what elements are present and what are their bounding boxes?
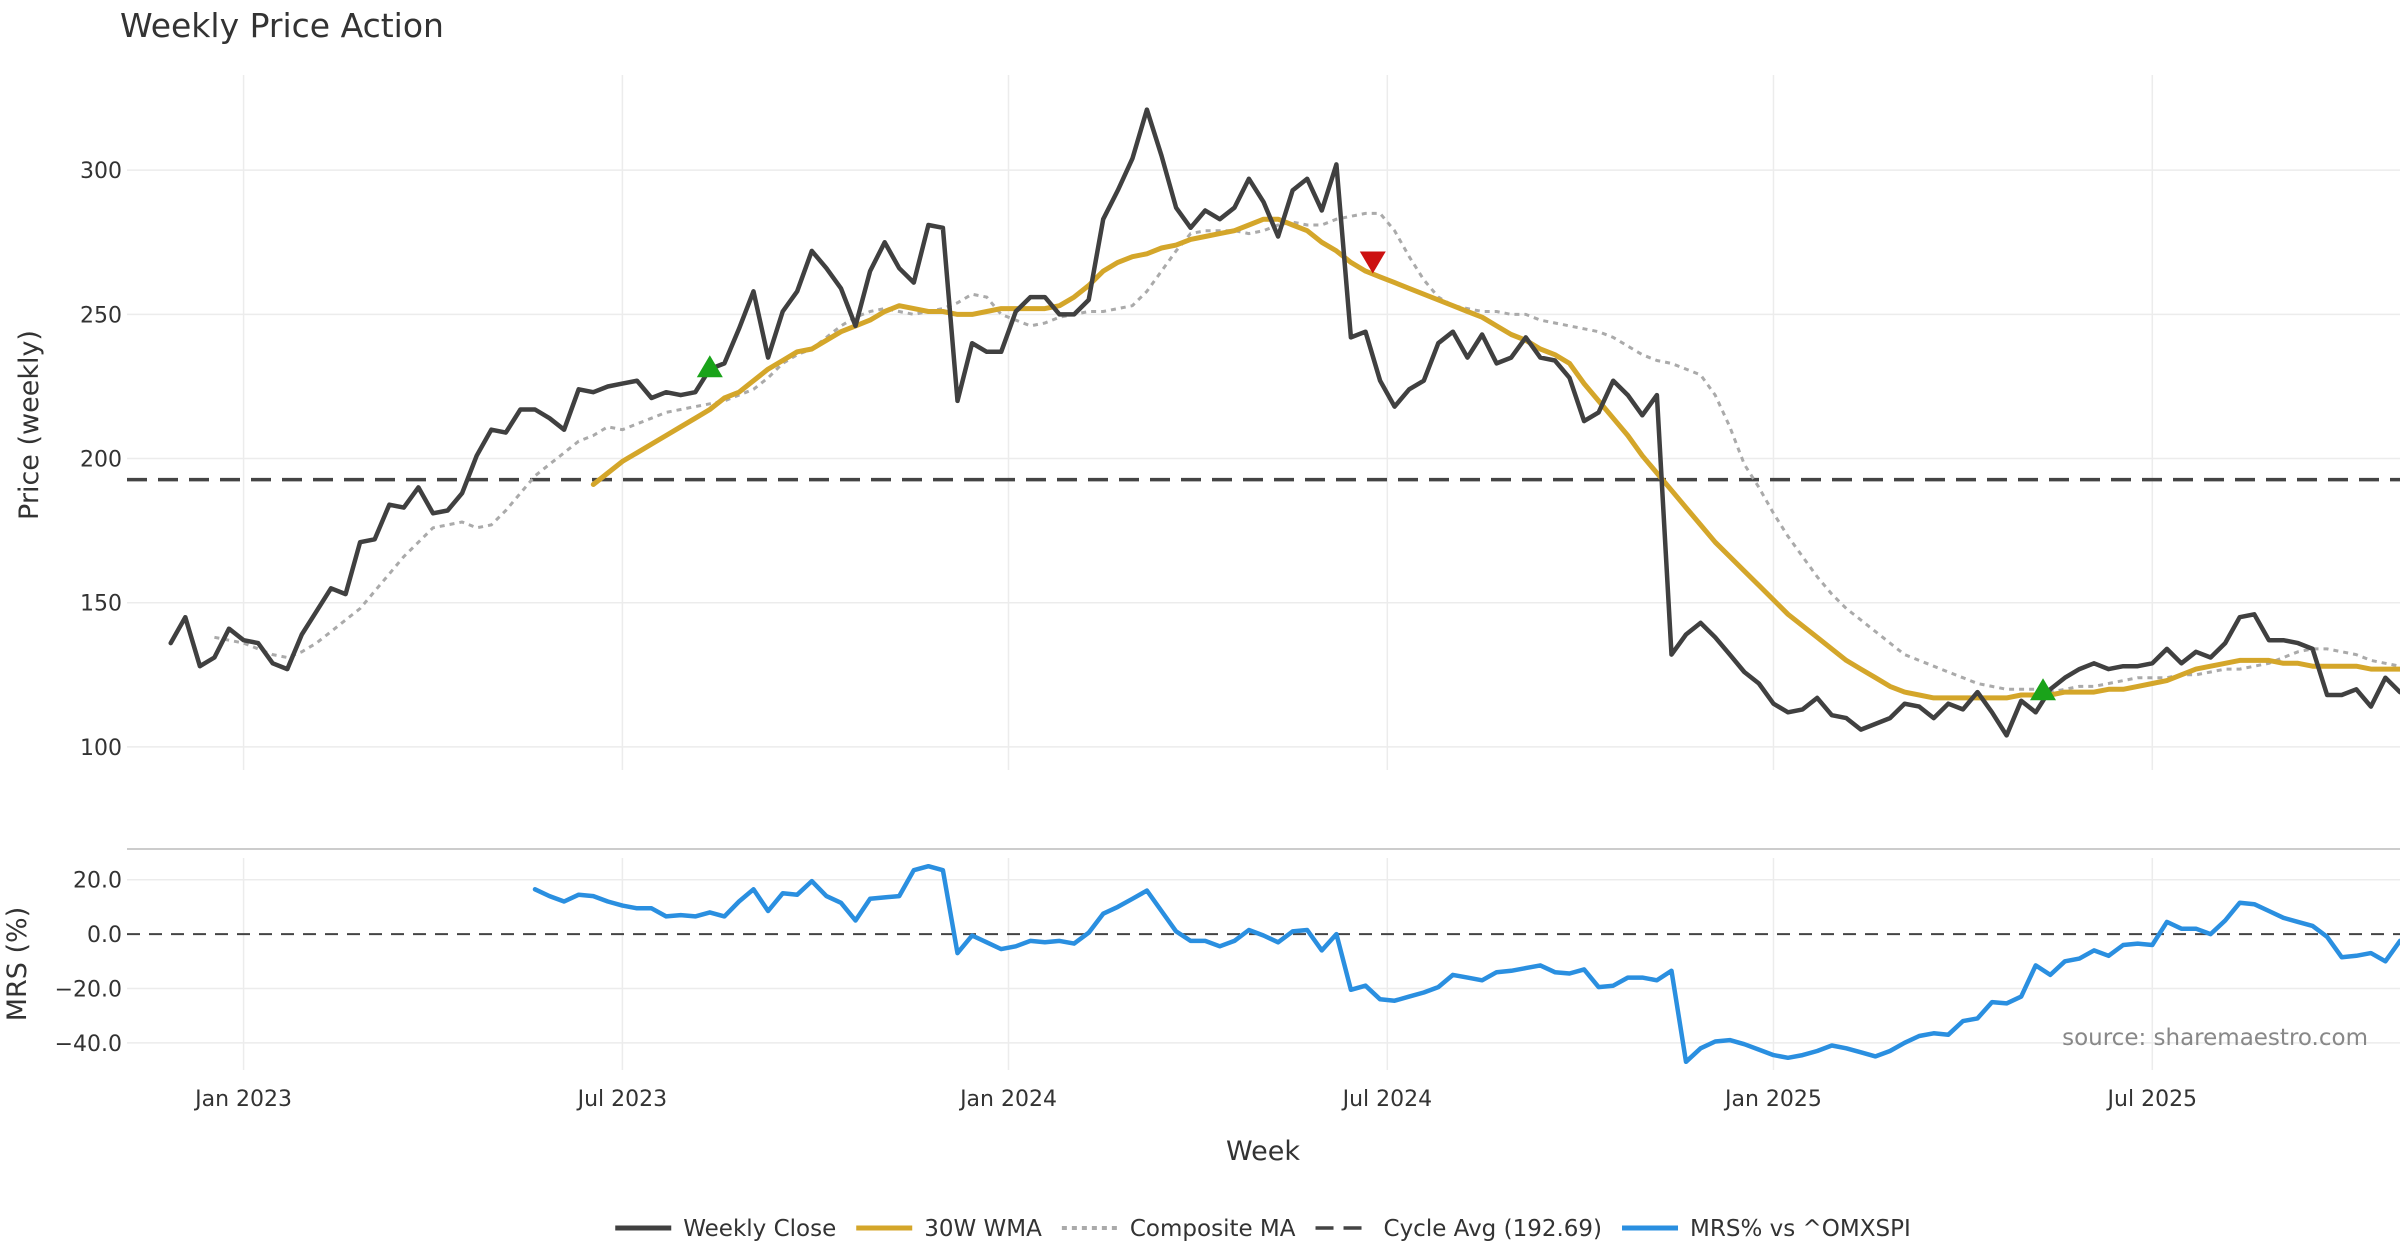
chart-legend: Weekly Close 30W WMA Composite MA Cycle Avg… xyxy=(615,1216,1911,1242)
x-tick-label: Jan 2025 xyxy=(1723,1087,1822,1112)
x-tick-label: Jul 2023 xyxy=(576,1087,668,1112)
legend-mrs-label: MRS% vs ^OMXSPI xyxy=(1690,1216,1911,1242)
price-y-tick-label: 200 xyxy=(80,448,122,473)
price-panel-grid xyxy=(127,75,2400,770)
source-note: source: sharemaestro.com xyxy=(2062,1025,2368,1051)
price-y-tick-label: 300 xyxy=(80,159,122,184)
price-y-tick-label: 250 xyxy=(80,303,122,328)
signal-markers xyxy=(696,251,2057,701)
mrs-y-tick-label: −40.0 xyxy=(55,1032,122,1057)
legend-wma-30w-label: 30W WMA xyxy=(924,1216,1042,1242)
mrs-y-tick-label: 0.0 xyxy=(87,923,122,948)
composite-ma-line xyxy=(214,211,2400,694)
legend-cycle-avg-label: Cycle Avg (192.69) xyxy=(1384,1216,1603,1242)
x-tick-label: Jul 2024 xyxy=(1341,1087,1433,1112)
x-tick-label: Jan 2023 xyxy=(193,1087,292,1112)
sell-signal-marker xyxy=(1359,251,1386,274)
price-y-tick-label: 100 xyxy=(80,736,122,761)
price-y-axis: 100 150 200 250 300 xyxy=(80,159,122,761)
buy-signal-marker xyxy=(2030,678,2057,701)
mrs-y-tick-label: 20.0 xyxy=(73,869,122,894)
weekly-close-line xyxy=(168,107,2400,738)
mrs-panel-grid xyxy=(127,858,2400,1070)
x-tick-label: Jan 2024 xyxy=(958,1087,1057,1112)
mrs-series xyxy=(532,863,2400,1065)
x-axis-title: Week xyxy=(1226,1136,1300,1167)
price-axis-title: Price (weekly) xyxy=(14,330,45,520)
x-tick-label: Jul 2025 xyxy=(2106,1087,2198,1112)
price-series xyxy=(127,107,2400,738)
chart-title: Weekly Price Action xyxy=(120,6,444,45)
legend-weekly-close-label: Weekly Close xyxy=(683,1216,836,1242)
x-axis: Jan 2023 Jul 2023 Jan 2024 Jul 2024 Jan 2025… xyxy=(193,1087,2197,1112)
mrs-line xyxy=(532,863,2400,1065)
mrs-axis-title: MRS (%) xyxy=(2,907,33,1022)
mrs-y-tick-label: −20.0 xyxy=(55,977,122,1002)
legend-composite-ma-label: Composite MA xyxy=(1130,1216,1296,1242)
mrs-y-axis: 20.0 0.0 −20.0 −40.0 xyxy=(55,869,122,1057)
wma-30w-line xyxy=(590,216,2400,701)
buy-signal-marker xyxy=(696,355,723,378)
price-y-tick-label: 150 xyxy=(80,592,122,617)
